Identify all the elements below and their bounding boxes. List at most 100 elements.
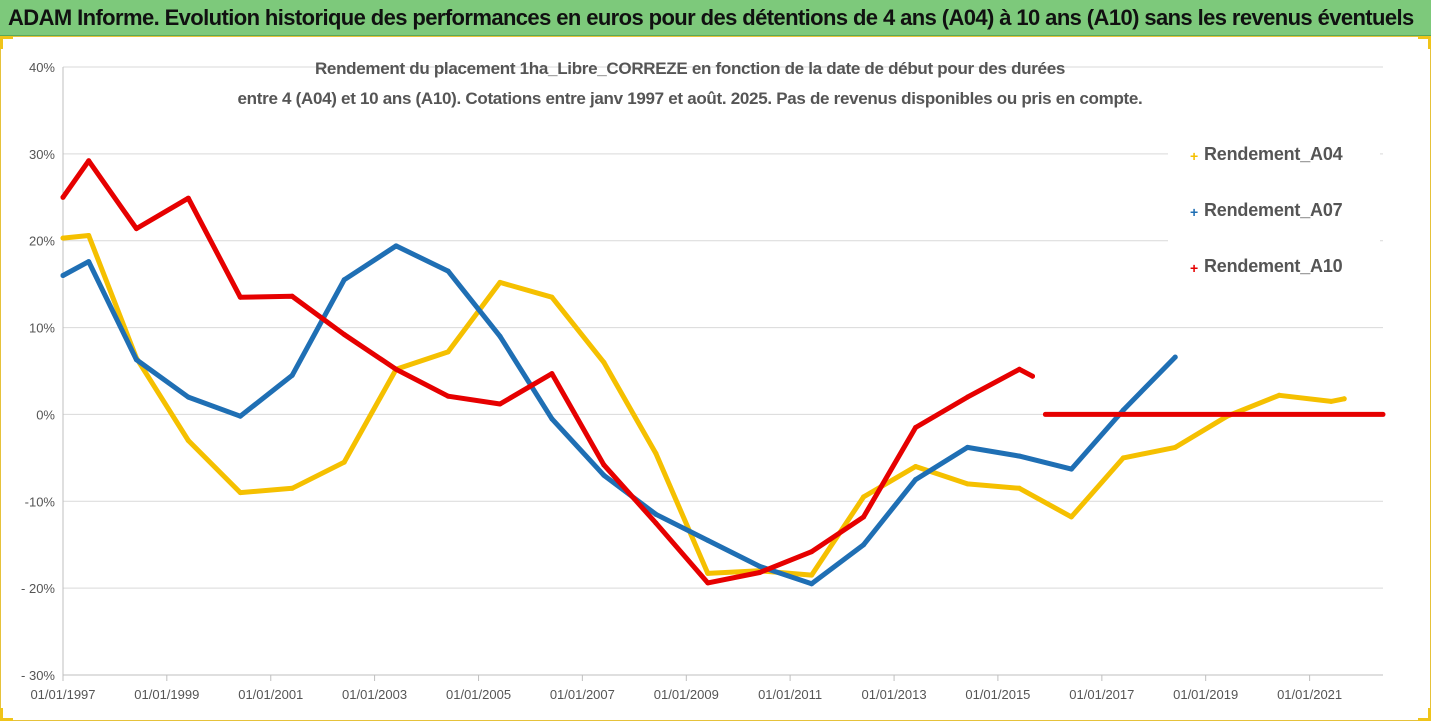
x-tick-label: 01/01/2007	[550, 687, 615, 702]
data-point-rendement_a10	[497, 401, 503, 407]
data-point-rendement_a04	[1016, 485, 1022, 491]
data-point-rendement_a10	[60, 194, 66, 200]
x-tick-label: 01/01/2009	[654, 687, 719, 702]
legend-item-a10: + Rendement_A10	[1190, 256, 1343, 277]
x-tick-label: 01/01/1997	[30, 687, 95, 702]
data-point-rendement_a10	[705, 580, 711, 586]
x-tick-label: 01/01/2003	[342, 687, 407, 702]
data-point-rendement_a04	[1341, 396, 1347, 402]
data-point-rendement_a07	[653, 511, 659, 517]
data-point-rendement_a10	[653, 520, 659, 526]
data-point-rendement_a07	[601, 472, 607, 478]
legend-item-a04: + Rendement_A04	[1190, 144, 1343, 165]
data-point-rendement_a07	[133, 357, 139, 363]
data-point-rendement_a04	[289, 485, 295, 491]
data-point-rendement_a07	[393, 243, 399, 249]
data-point-rendement_a10	[237, 294, 243, 300]
x-tick-label: 01/01/2019	[1173, 687, 1238, 702]
data-point-rendement_a07	[237, 413, 243, 419]
data-point-rendement_a10	[445, 393, 451, 399]
legend-label-a07: Rendement_A07	[1204, 200, 1343, 220]
frame-corner-bl	[0, 708, 13, 721]
data-point-rendement_a10	[133, 226, 139, 232]
data-point-rendement_a10	[289, 293, 295, 299]
y-tick-label: 20%	[29, 234, 55, 249]
series-lines	[60, 158, 1386, 587]
chart-legend: + Rendement_A04 + Rendement_A07 + Rendem…	[1168, 130, 1380, 276]
grid-lines	[62, 66, 1383, 676]
data-point-rendement_a10	[1016, 366, 1022, 372]
data-point-rendement_a10	[601, 462, 607, 468]
data-point-rendement_a10	[549, 371, 555, 377]
y-tick-label: 10%	[29, 321, 55, 336]
y-tick-label: - 20%	[21, 581, 55, 596]
legend-marker-a07: +	[1190, 204, 1198, 220]
data-point-rendement_a10	[913, 425, 919, 430]
chart-title-line-1: Rendement du placement 1ha_Libre_CORREZE…	[314, 59, 1066, 78]
data-point-rendement_a07	[549, 416, 555, 422]
y-tick-label: 0%	[36, 407, 55, 422]
x-axis-ticks: 01/01/1997 01/01/1999 01/01/2001 01/01/2003…	[30, 675, 1342, 702]
legend-label-a10: Rendement_A10	[1204, 256, 1343, 276]
data-point-rendement_a07	[1016, 453, 1022, 459]
data-point-rendement_a04	[965, 481, 970, 487]
data-point-rendement_a07	[757, 563, 763, 569]
data-point-rendement_a10	[341, 332, 347, 337]
report-banner: ADAM Informe. Evolution historique des p…	[0, 0, 1431, 36]
legend-marker-a10: +	[1190, 260, 1198, 276]
data-point-rendement_a04	[1276, 392, 1282, 398]
data-point-rendement_a10	[393, 366, 399, 372]
data-point-rendement_a04	[549, 294, 555, 300]
x-tick-label: 01/01/2005	[446, 687, 511, 702]
legend-item-a07: + Rendement_A07	[1190, 200, 1343, 221]
data-point-rendement_a07	[861, 542, 867, 548]
data-point-rendement_a04	[809, 572, 815, 578]
y-tick-label: 30%	[29, 147, 55, 162]
data-point-rendement_a04	[497, 279, 503, 285]
x-tick-label: 01/01/2011	[758, 687, 822, 702]
data-point-rendement_a04	[341, 459, 347, 465]
x-tick-label: 01/01/2015	[965, 687, 1030, 702]
legend-marker-a04: +	[1190, 148, 1198, 164]
data-point-rendement_a04	[861, 494, 867, 500]
data-point-rendement_a04	[705, 570, 711, 576]
data-point-rendement_a07	[1172, 354, 1178, 360]
legend-label-a04: Rendement_A04	[1204, 144, 1343, 164]
data-point-rendement_a10	[185, 195, 191, 201]
frame-corner-br	[1418, 708, 1431, 721]
data-point-rendement_a04	[185, 438, 191, 443]
x-tick-label: 01/01/2001	[238, 687, 303, 702]
data-point-rendement_a07	[1120, 407, 1126, 413]
y-axis-ticks: 40% 30% 20% 10% 0% -10% - 20% - 30%	[21, 60, 55, 683]
data-point-rendement_a07	[705, 537, 711, 543]
data-point-rendement_a04	[445, 349, 451, 355]
data-point-rendement_a07	[60, 273, 66, 278]
data-point-rendement_a04	[913, 464, 919, 469]
data-point-rendement_a04	[1172, 444, 1178, 450]
y-tick-label: -10%	[25, 494, 56, 509]
x-tick-label: 01/01/1999	[134, 687, 199, 702]
data-point-rendement_a04	[86, 233, 92, 238]
data-point-rendement_a07	[289, 372, 295, 378]
data-point-rendement_a07	[341, 277, 347, 283]
y-tick-label: - 30%	[21, 668, 55, 683]
data-point-rendement_a04	[653, 451, 659, 456]
data-point-rendement_a07	[913, 477, 919, 483]
data-point-rendement_a07	[497, 333, 503, 339]
data-point-rendement_a04	[60, 235, 66, 241]
data-point-rendement_a04	[237, 490, 243, 496]
data-point-rendement_a04	[1120, 455, 1126, 461]
data-point-rendement_a07	[1068, 466, 1074, 472]
data-point-rendement_a10	[1030, 373, 1035, 379]
data-point-rendement_a07	[86, 259, 92, 265]
x-tick-label: 01/01/2017	[1069, 687, 1134, 702]
data-point-rendement_a10	[809, 549, 815, 555]
data-point-rendement_a10	[965, 394, 970, 400]
data-point-rendement_a10	[86, 158, 92, 164]
y-tick-label: 40%	[29, 60, 55, 75]
data-point-rendement_a10	[757, 570, 763, 575]
report-title: ADAM Informe. Evolution historique des p…	[8, 5, 1414, 30]
data-point-rendement_a07	[809, 581, 815, 587]
frame-corner-tr	[1418, 36, 1431, 49]
